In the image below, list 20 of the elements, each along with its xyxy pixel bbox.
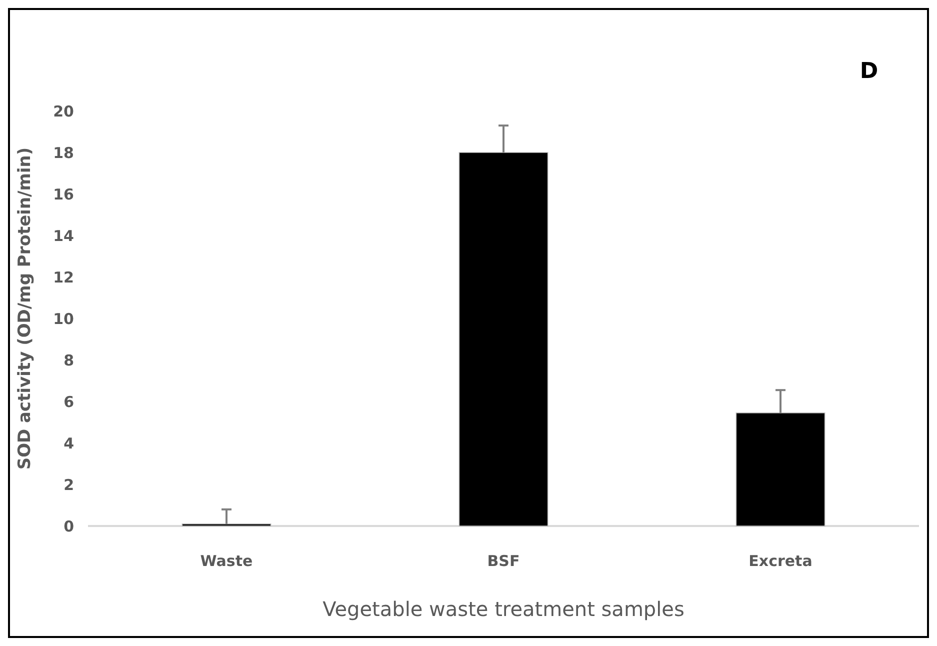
y-tick-label: 2 xyxy=(64,476,74,494)
y-tick-label: 18 xyxy=(53,144,74,162)
y-tick-label: 16 xyxy=(53,185,74,204)
y-tick-label: 10 xyxy=(53,310,74,328)
x-tick-label: Waste xyxy=(200,552,253,570)
x-tick-label: BSF xyxy=(487,552,520,570)
y-tick-label: 8 xyxy=(64,351,74,370)
y-tick-label: 20 xyxy=(53,102,74,120)
y-axis-title: SOD activity (OD/mg Protein/min) xyxy=(15,147,35,470)
y-tick-label: 4 xyxy=(64,434,74,452)
bar xyxy=(736,412,826,526)
y-tick-label: 12 xyxy=(53,268,74,286)
x-axis-title: Vegetable waste treatment samples xyxy=(322,597,684,621)
x-tick-label: Excreta xyxy=(748,552,812,570)
y-tick-label: 14 xyxy=(53,226,74,245)
bar xyxy=(182,524,272,526)
text: D xyxy=(860,59,878,84)
y-tick-label: 6 xyxy=(64,392,74,411)
y-tick-label: 0 xyxy=(64,517,74,536)
bar xyxy=(458,152,548,526)
